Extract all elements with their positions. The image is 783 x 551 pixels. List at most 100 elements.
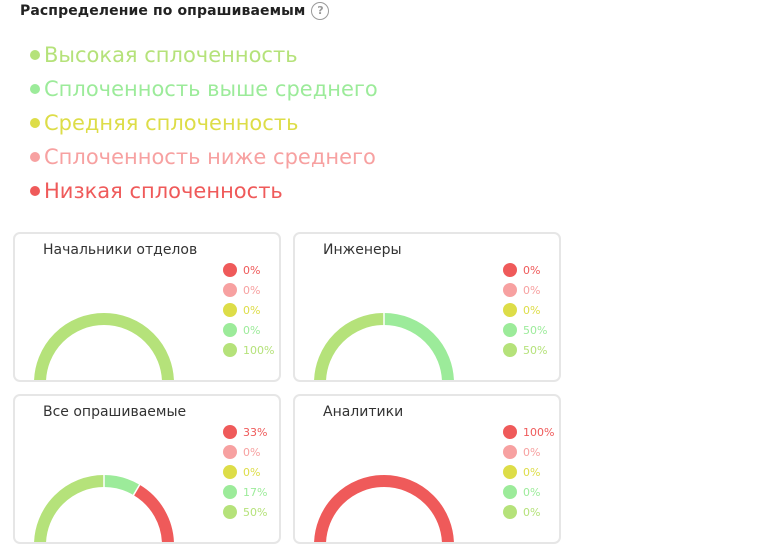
legend-row-low: 0% <box>503 260 547 280</box>
legend-dot-high <box>503 505 517 519</box>
percent-label-high: 100% <box>243 343 275 357</box>
legend-label-high: Высокая сплоченность <box>44 43 298 67</box>
arc-segment-low <box>314 475 454 542</box>
legend-row-below-average: 0% <box>503 442 554 462</box>
percent-label-below-average: 0% <box>523 283 541 297</box>
percent-label-average: 0% <box>243 465 261 479</box>
percent-label-low: 0% <box>523 263 541 277</box>
legend-row-above-average: 17% <box>223 482 267 502</box>
percent-label-low: 100% <box>523 425 555 439</box>
percent-label-average: 0% <box>523 303 541 317</box>
legend-dot-low <box>30 186 40 196</box>
legend-row-high: 50% <box>503 340 547 360</box>
arc-segment-high <box>314 313 385 380</box>
legend-dot-above-average <box>503 323 517 337</box>
legend-item-below-average: Сплоченность ниже среднего <box>30 140 378 174</box>
legend-dot-high <box>223 505 237 519</box>
legend-row-low: 100% <box>503 422 554 442</box>
percent-label-above-average: 0% <box>243 323 261 337</box>
legend-dot-above-average <box>223 323 237 337</box>
legend-row-below-average: 0% <box>503 280 547 300</box>
legend-dot-average <box>223 303 237 317</box>
legend-row-average: 0% <box>223 462 267 482</box>
legend-label-below-average: Сплоченность ниже среднего <box>44 145 376 169</box>
legend-row-above-average: 50% <box>503 320 547 340</box>
legend-dot-below-average <box>503 445 517 459</box>
arc-segment-above-average <box>383 313 454 380</box>
percent-label-below-average: 0% <box>243 445 261 459</box>
chart-legend: 0% 0% 0% 50% 50% <box>503 260 547 360</box>
semi-donut-chart <box>34 313 174 380</box>
legend-row-below-average: 0% <box>223 442 267 462</box>
legend-label-above-average: Сплоченность выше среднего <box>44 77 378 101</box>
chart-title: Все опрашиваемые <box>43 404 187 420</box>
legend-row-low: 0% <box>223 260 274 280</box>
arc-segment-high <box>34 475 105 542</box>
legend-row-high: 100% <box>223 340 274 360</box>
chart-card-all-respondents: Все опрашиваемые 33% 0% 0% 17% 50% <box>13 394 281 544</box>
section-title: Распределение по опрашиваемым <box>20 3 306 19</box>
percent-label-above-average: 0% <box>523 485 541 499</box>
percent-label-below-average: 0% <box>243 283 261 297</box>
legend-dot-average <box>30 118 40 128</box>
percent-label-average: 0% <box>243 303 261 317</box>
percent-label-above-average: 17% <box>243 485 268 499</box>
chart-title: Начальники отделов <box>43 242 198 258</box>
percent-label-below-average: 0% <box>523 445 541 459</box>
legend-row-above-average: 0% <box>503 482 554 502</box>
chart-title: Инженеры <box>323 242 402 258</box>
arc-segment-high <box>34 313 174 380</box>
legend-row-high: 50% <box>223 502 267 522</box>
legend-dot-average <box>503 303 517 317</box>
legend-dot-high <box>223 343 237 357</box>
legend-row-below-average: 0% <box>223 280 274 300</box>
section-header: Распределение по опрашиваемым ? <box>20 0 330 22</box>
legend-dot-high <box>503 343 517 357</box>
semi-donut-chart <box>314 312 454 380</box>
legend-row-high: 0% <box>503 502 554 522</box>
percent-label-low: 0% <box>243 263 261 277</box>
legend-dot-below-average <box>223 445 237 459</box>
legend-dot-above-average <box>503 485 517 499</box>
percent-label-low: 33% <box>243 425 268 439</box>
chart-card-department-heads: Начальники отделов 0% 0% 0% 0% 100% <box>13 232 281 382</box>
percent-label-high: 0% <box>523 505 541 519</box>
legend-dot-below-average <box>30 152 40 162</box>
legend-dot-low <box>503 425 517 439</box>
legend-label-low: Низкая сплоченность <box>44 179 283 203</box>
chart-legend: 33% 0% 0% 17% 50% <box>223 422 267 522</box>
legend-dot-average <box>503 465 517 479</box>
chart-legend: 0% 0% 0% 0% 100% <box>223 260 274 360</box>
legend-dot-above-average <box>223 485 237 499</box>
legend-dot-low <box>223 425 237 439</box>
legend-item-high: Высокая сплоченность <box>30 38 378 72</box>
cohesion-legend: Высокая сплоченность Сплоченность выше с… <box>30 38 378 208</box>
chart-card-analysts: Аналитики 100% 0% 0% 0% 0% <box>293 394 561 544</box>
legend-row-low: 33% <box>223 422 267 442</box>
help-icon[interactable]: ? <box>311 2 330 20</box>
legend-item-average: Средняя сплоченность <box>30 106 378 140</box>
semi-donut-chart <box>34 474 174 542</box>
legend-row-average: 0% <box>223 300 274 320</box>
legend-row-above-average: 0% <box>223 320 274 340</box>
percent-label-high: 50% <box>523 343 548 357</box>
legend-item-low: Низкая сплоченность <box>30 174 378 208</box>
legend-row-average: 0% <box>503 300 547 320</box>
legend-row-average: 0% <box>503 462 554 482</box>
percent-label-average: 0% <box>523 465 541 479</box>
semi-donut-chart <box>314 475 454 542</box>
legend-dot-above-average <box>30 84 40 94</box>
arc-segment-above-average <box>103 475 140 496</box>
legend-label-average: Средняя сплоченность <box>44 111 299 135</box>
legend-item-above-average: Сплоченность выше среднего <box>30 72 378 106</box>
chart-card-engineers: Инженеры 0% 0% 0% 50% 50% <box>293 232 561 382</box>
chart-legend: 100% 0% 0% 0% 0% <box>503 422 554 522</box>
percent-label-above-average: 50% <box>523 323 548 337</box>
arc-segment-low <box>133 484 174 542</box>
percent-label-high: 50% <box>243 505 268 519</box>
legend-dot-low <box>503 263 517 277</box>
arc-separator <box>132 483 141 497</box>
legend-dot-average <box>223 465 237 479</box>
legend-dot-low <box>223 263 237 277</box>
legend-dot-below-average <box>503 283 517 297</box>
